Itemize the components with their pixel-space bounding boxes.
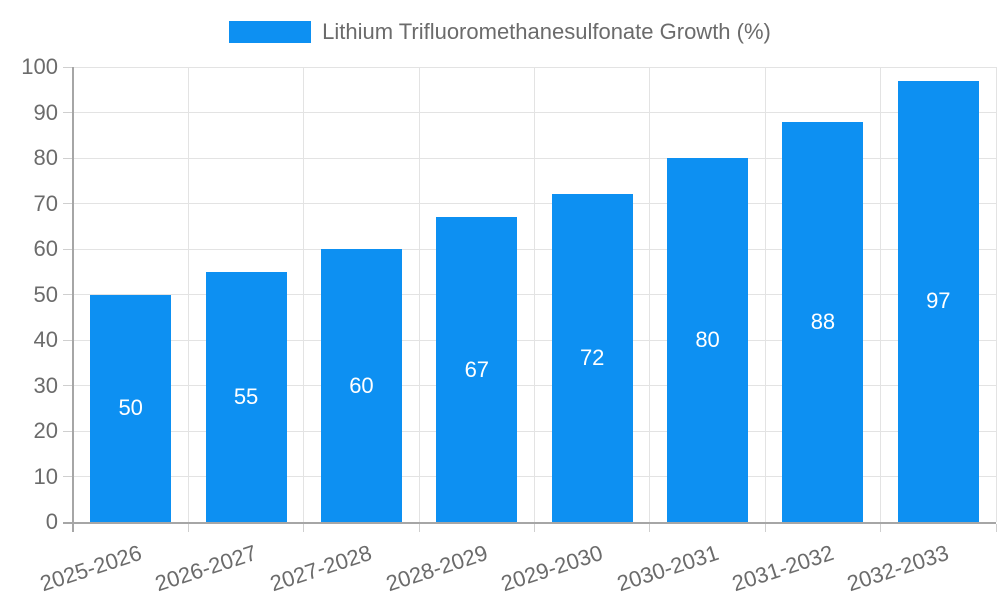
x-axis-line [63,522,996,524]
y-axis-label: 70 [33,190,58,216]
chart-legend[interactable]: Lithium Trifluoromethanesulfonate Growth… [0,19,1000,45]
y-axis-tick [63,385,73,386]
x-axis-tick [764,524,766,532]
gridline-vertical [880,67,882,522]
y-axis-tick [63,476,73,477]
bar[interactable]: 88 [782,121,864,522]
bar[interactable]: 67 [436,217,518,522]
gridline-vertical [187,67,189,522]
bar-value-label: 80 [695,327,720,352]
bar[interactable]: 80 [667,158,749,522]
y-axis-label: 10 [33,463,58,489]
x-axis-tick [995,524,997,532]
x-axis-tick [880,524,882,532]
y-axis-tick [63,430,73,432]
legend-label: Lithium Trifluoromethanesulfonate Growth… [322,19,771,44]
bar[interactable]: 55 [205,271,287,522]
x-axis-tick [418,524,420,532]
bar[interactable]: 60 [320,249,402,522]
y-axis-tick [63,248,73,250]
y-axis-label: 0 [45,509,58,534]
bar-value-label: 72 [579,345,605,371]
y-axis-label: 30 [33,372,58,398]
y-axis-tick [63,157,73,159]
gridline-vertical [418,67,420,522]
x-axis-tick [303,524,305,532]
y-axis-label: 50 [33,281,58,307]
y-axis-label: 100 [21,54,58,79]
gridline-vertical [649,67,651,522]
legend-swatch-icon [229,21,312,43]
y-axis-tick [63,203,73,204]
y-axis-tick [63,112,73,113]
y-axis-line [72,67,74,532]
gridline-vertical [764,67,766,522]
bar-value-label: 60 [349,372,374,398]
gridline-vertical [995,67,997,522]
y-axis-tick [63,294,73,295]
bar-value-label: 97 [926,288,951,314]
gridline-vertical [534,67,535,522]
y-axis-label: 20 [33,418,58,443]
y-axis-label: 80 [33,145,58,170]
y-axis-tick [63,339,73,341]
x-axis-tick [534,524,535,532]
bar[interactable]: 97 [897,80,979,522]
bar-value-label: 67 [464,356,490,382]
gridline-vertical [303,67,305,522]
y-axis-tick [63,66,73,68]
y-axis-label: 90 [33,99,58,125]
bar[interactable]: 50 [90,294,172,522]
bar[interactable]: 72 [551,194,633,522]
x-axis-tick [649,524,651,532]
bar-value-label: 50 [118,395,143,421]
y-axis-label: 60 [33,236,58,261]
bar-value-label: 88 [810,308,836,334]
bar-value-label: 55 [233,383,259,409]
x-axis-tick [187,524,189,532]
y-axis-label: 40 [33,327,58,352]
